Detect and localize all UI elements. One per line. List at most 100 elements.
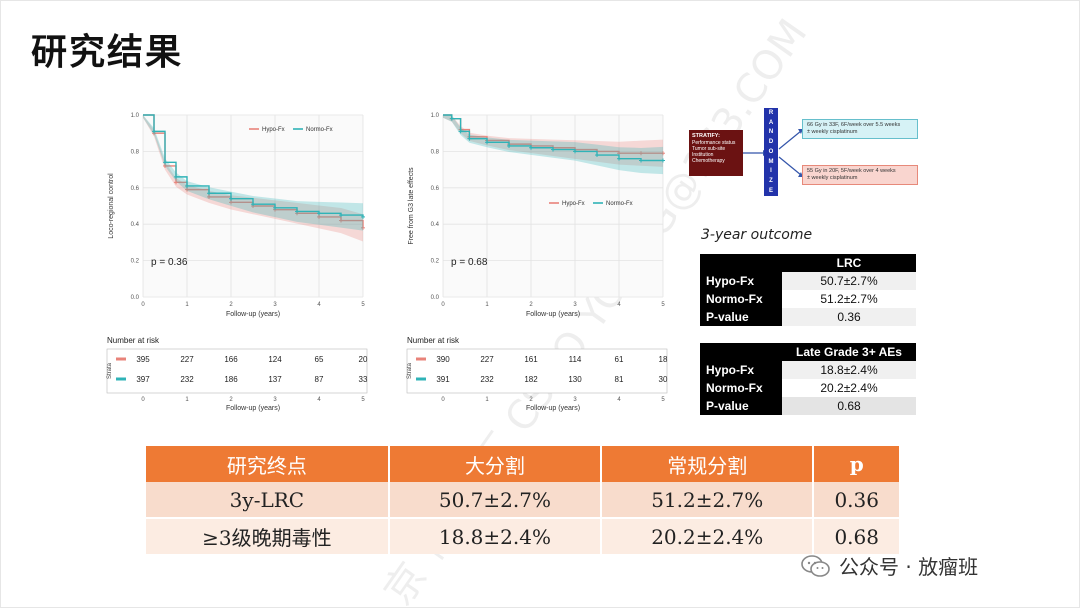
- confidence-band: [443, 115, 663, 167]
- y-axis-label: Free from G3 late effects: [408, 167, 415, 245]
- y-axis-label: Loco-regional control: [108, 173, 115, 239]
- randomize-letter: E: [768, 188, 773, 194]
- page-title: 研究结果: [31, 32, 184, 73]
- risk-count: 18: [659, 355, 668, 364]
- summary-cell: ≥3级晚期毒性: [146, 518, 390, 554]
- y-tick-label: 0.6: [131, 186, 140, 192]
- risk-x-tick-label: 2: [229, 397, 233, 403]
- randomize-letter: A: [768, 119, 774, 126]
- lrc-header-blank: [700, 254, 782, 272]
- lrc-table: LRC Hypo-Fx 50.7±2.7% Normo-Fx 51.2±2.7%…: [700, 254, 916, 326]
- y-tick-label: 1.0: [131, 113, 140, 119]
- summary-cell: 18.8±2.4%: [388, 518, 603, 554]
- risk-count: 397: [136, 375, 150, 384]
- y-tick-label: 0.2: [431, 259, 440, 265]
- y-tick-label: 0.2: [131, 259, 140, 265]
- stratify-item: Performance status: [692, 140, 736, 146]
- x-tick-label: 5: [361, 302, 365, 308]
- risk-count: 390: [436, 355, 450, 364]
- risk-table-frame: [106, 348, 368, 394]
- risk-x-tick-label: 4: [617, 397, 621, 403]
- summary-table: 研究终点 大分割 常规分割 p 3y-LRC 50.7±2.7% 51.2±2.…: [146, 446, 901, 554]
- x-tick-label: 2: [529, 302, 533, 308]
- ae-label: P-value: [700, 397, 782, 415]
- x-tick-label: 4: [317, 302, 321, 308]
- risk-count: 20: [359, 355, 368, 364]
- randomize-letter: R: [768, 109, 774, 116]
- randomize-letter: D: [768, 139, 774, 146]
- x-tick-label: 0: [441, 302, 445, 308]
- x-axis-label: Follow-up (years): [226, 311, 280, 318]
- randomize-letter: Z: [769, 178, 773, 185]
- randomize-letter: M: [768, 158, 774, 165]
- wechat-logo-icon: [801, 554, 830, 577]
- risk-count: 232: [180, 375, 194, 384]
- lrc-value: 51.2±2.7%: [782, 290, 916, 308]
- risk-count: 166: [224, 355, 238, 364]
- ae-header-blank: [700, 343, 782, 361]
- confidence-band: [143, 115, 363, 242]
- ae-table: Late Grade 3+ AEs Hypo-Fx 18.8±2.4% Norm…: [700, 343, 916, 415]
- x-tick-label: 3: [273, 302, 277, 308]
- stratify-item: Chemotherapy: [692, 158, 725, 164]
- arm-hypo-box: 55 Gy in 20F, 5F/week over 4 weeks ± wee…: [802, 165, 918, 185]
- risk-x-tick-label: 1: [185, 397, 189, 403]
- summary-cell: 50.7±2.7%: [388, 482, 603, 519]
- summary-cell: 51.2±2.7%: [601, 482, 815, 519]
- lrc-header: LRC: [782, 254, 916, 272]
- arm-normo-box: 66 Gy in 33F, 6F/week over 5.5 weeks ± w…: [802, 119, 918, 139]
- risk-count: 65: [315, 355, 324, 364]
- risk-x-axis-label: Follow-up (years): [526, 405, 580, 412]
- risk-x-tick-label: 0: [141, 397, 145, 403]
- lrc-label: Hypo-Fx: [700, 272, 782, 290]
- lrc-value: 0.36: [782, 308, 916, 326]
- risk-count: 395: [136, 355, 150, 364]
- risk-x-tick-label: 5: [661, 397, 665, 403]
- risk-x-tick-label: 0: [441, 397, 445, 403]
- x-tick-label: 5: [661, 302, 665, 308]
- x-tick-label: 0: [141, 302, 145, 308]
- risk-count: 182: [524, 375, 538, 384]
- stratify-box: STRATIFY: Performance status Tumor sub-s…: [689, 130, 743, 176]
- legend-label: Normo-Fx: [606, 201, 633, 207]
- y-tick-label: 0.4: [431, 222, 440, 228]
- risk-table-frame: [406, 348, 668, 394]
- p-value-annotation: p = 0.68: [451, 257, 488, 268]
- risk-count: 33: [359, 375, 368, 384]
- arm-hypo-line2: ± weekly cisplatinum: [807, 174, 858, 181]
- arm-hypo-line1: 55 Gy in 20F, 5F/week over 4 weeks: [807, 168, 896, 174]
- lrc-label: P-value: [700, 308, 782, 326]
- y-tick-label: 0.4: [131, 222, 140, 228]
- risk-x-tick-label: 4: [317, 397, 321, 403]
- table-row: 3y-LRC 50.7±2.7% 51.2±2.7% 0.36: [146, 482, 901, 519]
- arm-normo-line1: 66 Gy in 33F, 6F/week over 5.5 weeks: [807, 122, 901, 128]
- p-value-annotation: p = 0.36: [151, 257, 188, 268]
- ae-value: 0.68: [782, 397, 916, 415]
- strata-label: Strata: [407, 362, 413, 379]
- summary-cell: 0.36: [813, 482, 901, 519]
- risk-count: 61: [615, 355, 624, 364]
- risk-x-tick-label: 3: [573, 397, 577, 403]
- x-tick-label: 1: [185, 302, 189, 308]
- y-tick-label: 0.8: [131, 149, 140, 155]
- randomize-bar: R A N D O M I Z E: [764, 108, 778, 196]
- legend-label: Normo-Fx: [306, 127, 333, 133]
- x-tick-label: 3: [573, 302, 577, 308]
- ae-label: Hypo-Fx: [700, 361, 782, 379]
- risk-x-tick-label: 5: [361, 397, 365, 403]
- ae-value: 20.2±2.4%: [782, 379, 916, 397]
- risk-table-title: Number at risk: [107, 336, 160, 345]
- y-tick-label: 0.0: [431, 295, 440, 301]
- stratify-item: Institution: [692, 152, 714, 158]
- y-tick-label: 1.0: [431, 113, 440, 119]
- table-row: ≥3级晚期毒性 18.8±2.4% 20.2±2.4% 0.68: [146, 518, 901, 554]
- risk-count: 227: [180, 355, 194, 364]
- arm-normo-line2: ± weekly cisplatinum: [807, 128, 858, 135]
- km-chart-left: 0.0 0.2 0.4 0.6 0.8 1.0 0 1 2 3 4 5 Follow-up (years…: [106, 113, 368, 412]
- risk-count: 130: [568, 375, 582, 384]
- summary-header: p: [813, 446, 901, 482]
- ae-value: 18.8±2.4%: [782, 361, 916, 379]
- risk-count: 227: [480, 355, 494, 364]
- risk-x-tick-label: 3: [273, 397, 277, 403]
